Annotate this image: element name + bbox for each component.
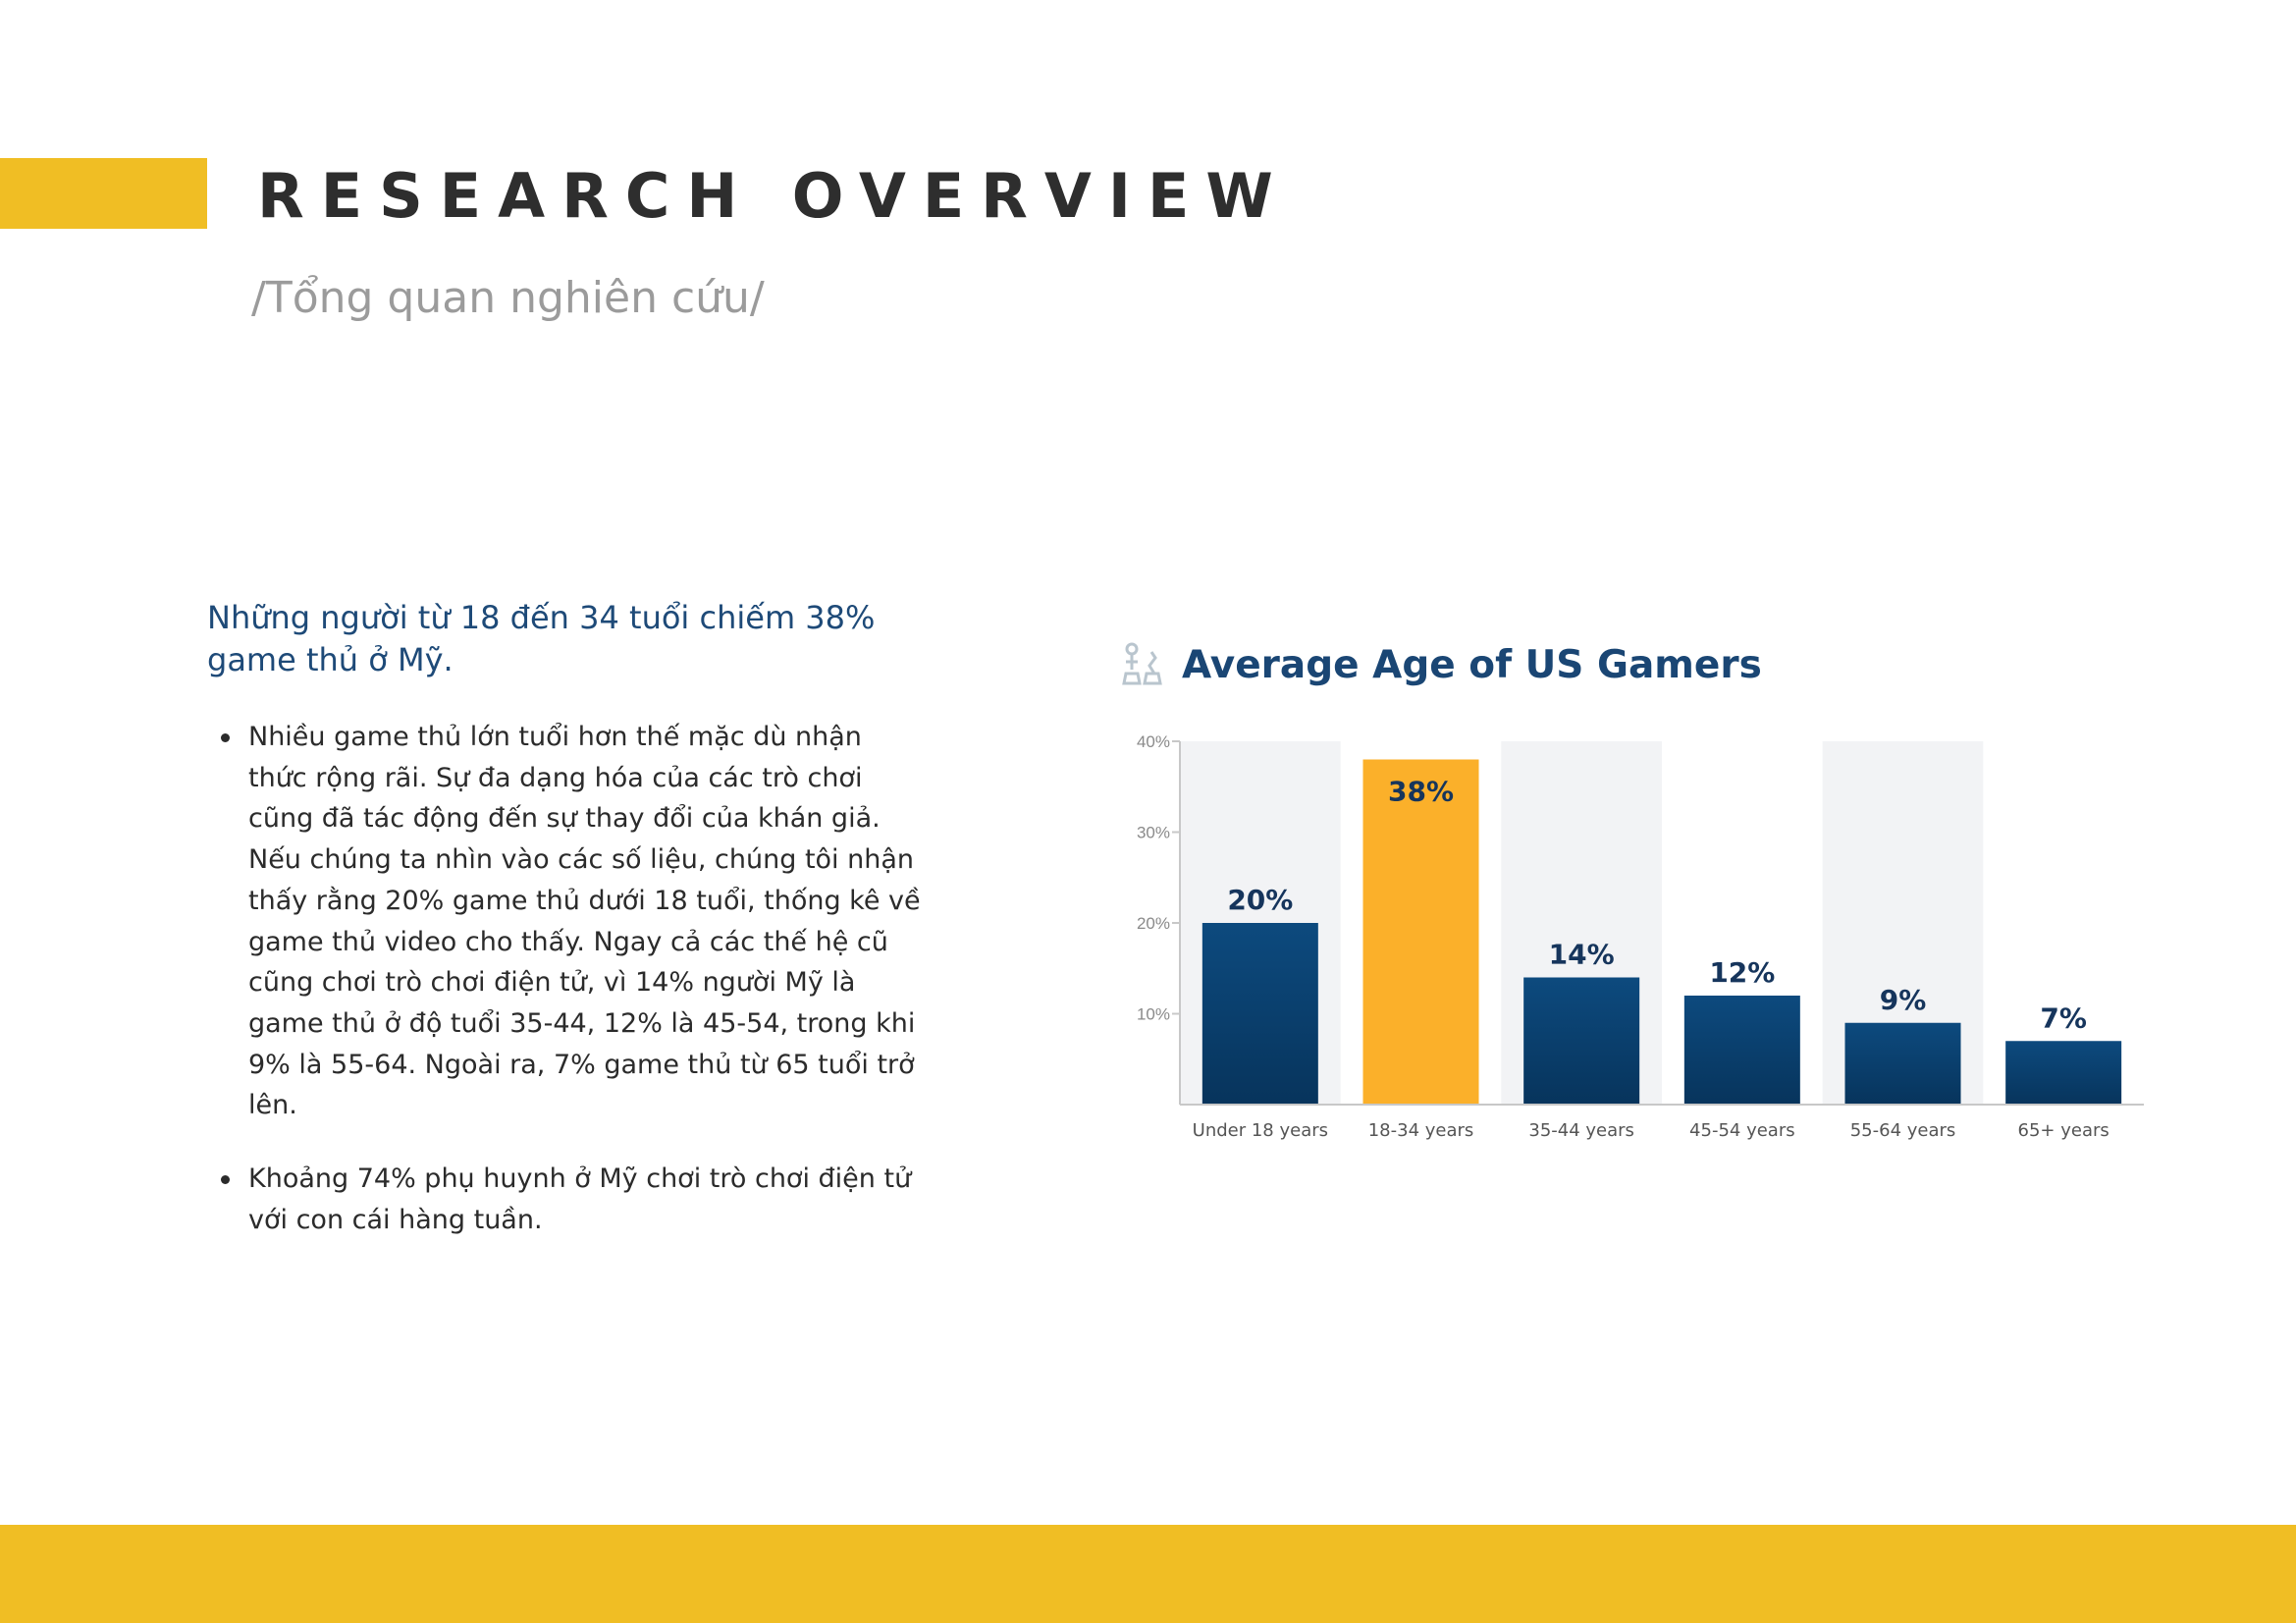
x-tick-label: 55-64 years: [1850, 1120, 1956, 1141]
bar: [1523, 977, 1640, 1105]
page-title: RESEARCH OVERVIEW: [257, 160, 1290, 232]
chart-header: Average Age of US Gamers: [1119, 633, 1762, 696]
x-tick-label: Under 18 years: [1193, 1120, 1328, 1141]
y-tick-label: 10%: [1137, 1005, 1170, 1024]
chart-title: Average Age of US Gamers: [1182, 642, 1762, 687]
bar: [2005, 1041, 2122, 1105]
summary-bullets: Nhiều game thủ lớn tuổi hơn thế mặc dù n…: [207, 717, 924, 1240]
data-label: 7%: [2040, 1001, 2087, 1034]
y-tick-label: 30%: [1137, 824, 1170, 842]
x-tick-label: 35-44 years: [1528, 1120, 1634, 1141]
x-tick-label: 18-34 years: [1368, 1120, 1474, 1141]
bar-chart: 10% 20% 30% 40% 20% Under 18 years 38% 18-34 ye…: [1137, 732, 2144, 1141]
x-tick-label: 45-54 years: [1689, 1120, 1795, 1141]
y-tick-label: 20%: [1137, 914, 1170, 933]
accent-bar: [0, 158, 207, 229]
bar: [1362, 759, 1479, 1105]
summary-section: Những người từ 18 đến 34 tuổi chiếm 38% …: [207, 597, 924, 1272]
data-label: 14%: [1549, 939, 1615, 971]
chart-container: Average Age of US Gamers 10% 20% 30% 40% 20%…: [1119, 633, 2160, 1183]
bar: [1844, 1022, 1961, 1105]
data-label: 9%: [1880, 984, 1927, 1016]
chess-pieces-icon: [1119, 640, 1164, 689]
bar: [1201, 923, 1318, 1105]
data-label: 20%: [1227, 884, 1293, 916]
footer-band: [0, 1525, 2296, 1623]
summary-headline: Những người từ 18 đến 34 tuổi chiếm 38% …: [207, 599, 876, 678]
data-label: 38%: [1388, 776, 1454, 808]
bullet-item: Khoảng 74% phụ huynh ở Mỹ chơi trò chơi …: [221, 1159, 924, 1240]
y-tick-label: 40%: [1137, 732, 1170, 751]
page-subtitle: /Tổng quan nghiên cứu/: [251, 273, 765, 323]
data-label: 12%: [1709, 956, 1775, 989]
x-tick-label: 65+ years: [2018, 1120, 2109, 1141]
bullet-item: Nhiều game thủ lớn tuổi hơn thế mặc dù n…: [221, 717, 924, 1126]
bar: [1683, 996, 1800, 1105]
